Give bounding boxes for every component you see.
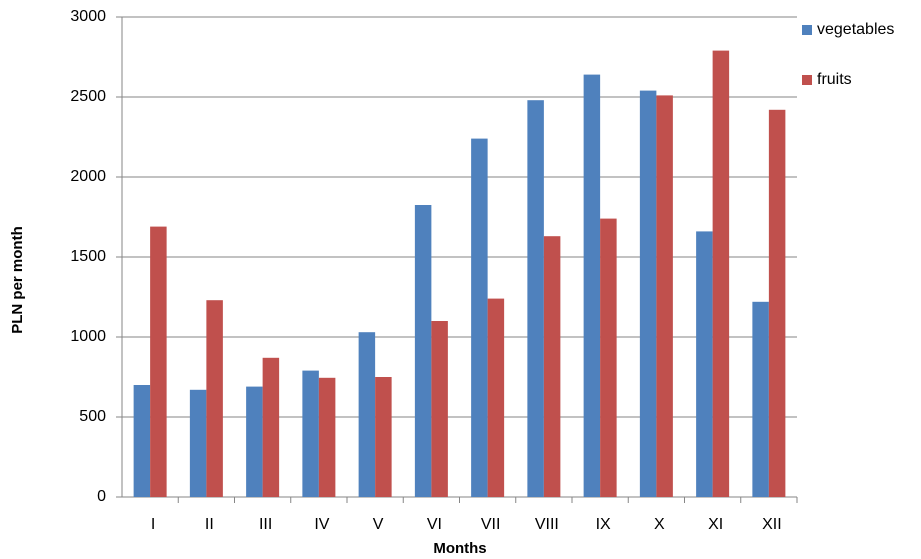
x-tick-label: V — [373, 516, 384, 533]
bar — [471, 138, 488, 497]
x-tick-label: I — [151, 516, 155, 533]
x-tick-label: VI — [427, 516, 442, 533]
bar — [696, 231, 713, 497]
x-tick-label: XI — [708, 516, 723, 533]
bar — [246, 386, 263, 497]
y-tick-label: 1500 — [70, 248, 106, 265]
y-tick-label: 1000 — [70, 328, 106, 345]
bar — [150, 226, 167, 497]
bar — [189, 389, 207, 497]
bar — [318, 377, 336, 497]
legend-label: fruits — [817, 71, 852, 88]
x-tick-label: XII — [762, 516, 782, 533]
bar — [656, 95, 673, 498]
bar — [262, 357, 280, 497]
bar — [358, 332, 376, 497]
x-tick-label: VII — [481, 516, 501, 533]
bar — [431, 321, 448, 497]
x-tick-label: VIII — [535, 516, 559, 533]
x-tick-label: IV — [314, 516, 329, 533]
x-tick-label: II — [205, 516, 214, 533]
legend-swatch — [802, 75, 812, 85]
y-tick-label: 3000 — [70, 8, 106, 25]
bar — [487, 298, 505, 497]
bar — [302, 370, 319, 497]
x-tick-label: IX — [596, 516, 611, 533]
legend-label: vegetables — [817, 21, 894, 38]
bar — [206, 300, 223, 497]
legend-swatch — [802, 25, 812, 35]
x-axis-title: Months — [433, 540, 486, 557]
bar — [639, 90, 657, 497]
bar — [600, 218, 617, 497]
y-tick-label: 2500 — [70, 88, 106, 105]
bar — [133, 385, 151, 497]
bar — [752, 301, 769, 497]
x-tick-label: X — [654, 516, 665, 533]
bar — [712, 50, 730, 497]
bar — [414, 205, 432, 497]
y-tick-label: 500 — [79, 408, 106, 425]
bar — [375, 377, 392, 497]
bar — [543, 236, 561, 497]
y-tick-label: 2000 — [70, 168, 106, 185]
y-tick-label: 0 — [97, 488, 106, 505]
bar — [527, 100, 544, 497]
bar — [583, 74, 601, 497]
y-axis-title: PLN per month — [9, 226, 26, 334]
bar — [768, 109, 786, 498]
x-tick-label: III — [259, 516, 272, 533]
